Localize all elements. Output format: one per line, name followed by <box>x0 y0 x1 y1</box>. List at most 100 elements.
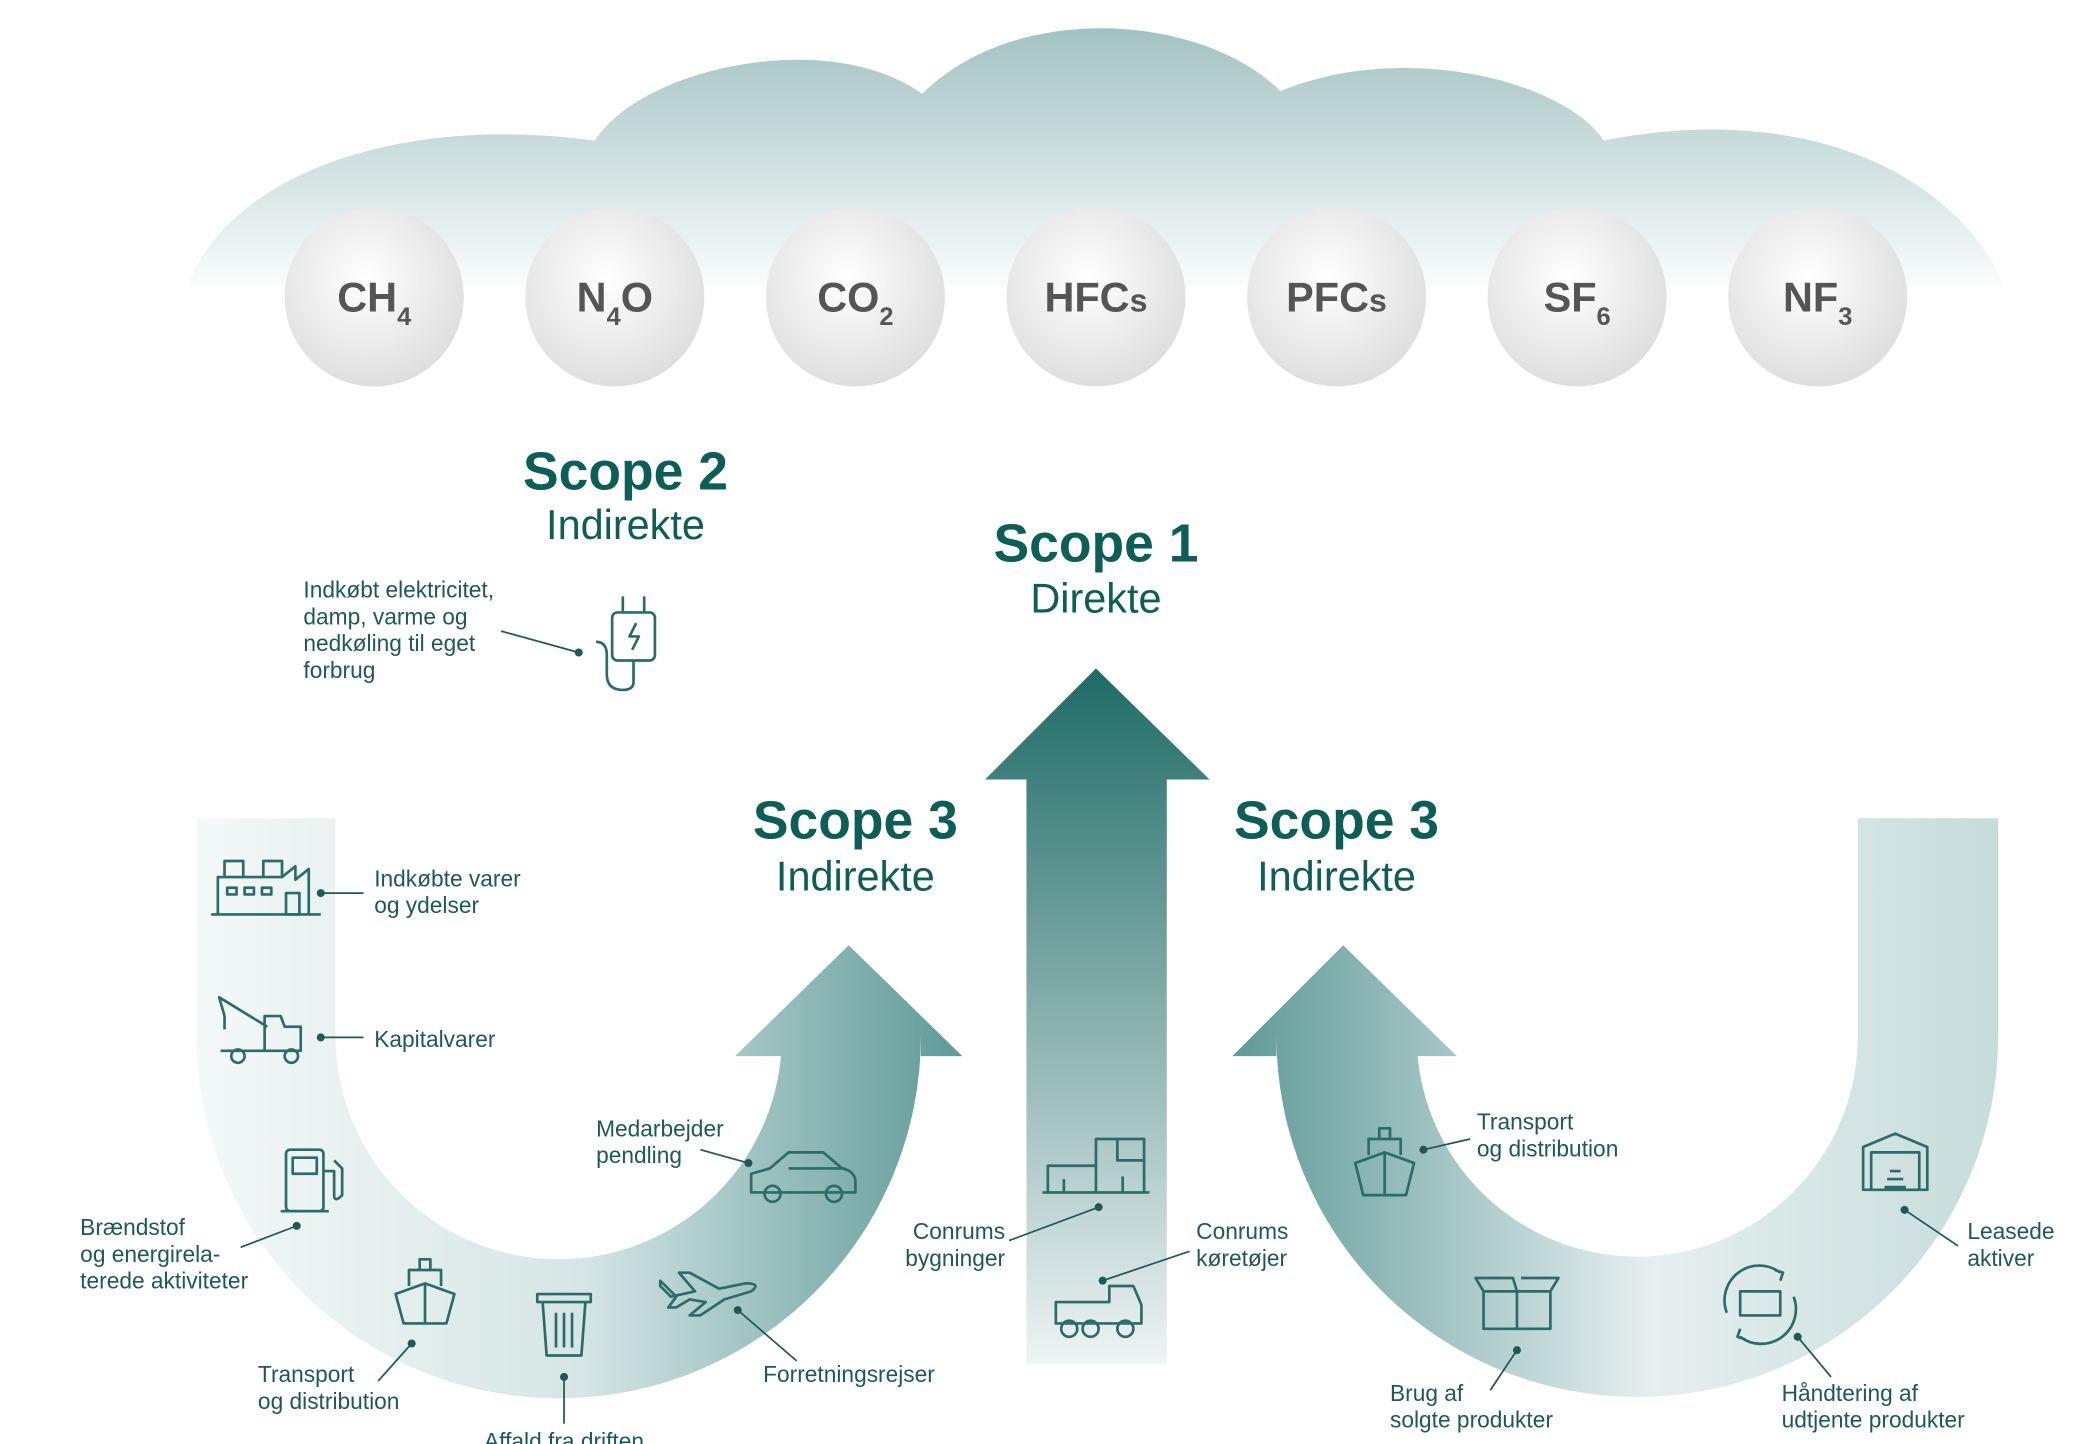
gas-subscript: 2 <box>879 303 893 331</box>
item-label: Leasede <box>1967 1218 2054 1244</box>
leader-line <box>240 1225 298 1249</box>
leader-dot <box>560 1372 569 1381</box>
gas-base: CO <box>817 274 879 321</box>
gas-bubble <box>1487 207 1667 387</box>
item-label: aktiver <box>1967 1245 2034 1271</box>
scope-subtitle: Indirekte <box>546 501 705 548</box>
item-label: Håndtering af <box>1782 1380 1919 1406</box>
item-label: Medarbejder <box>596 1115 724 1141</box>
leader-dot <box>1419 1145 1428 1154</box>
gas-base: N <box>577 274 607 321</box>
plug-icon <box>596 596 657 692</box>
gas-bubble <box>525 207 705 387</box>
gas-label: SF6 <box>1544 274 1611 331</box>
leader-dot <box>744 1159 753 1168</box>
gas-base: SF <box>1544 274 1597 321</box>
leader-line <box>1796 1336 1832 1378</box>
item-label: Conrums <box>1196 1218 1288 1244</box>
leader-dot <box>1094 1203 1103 1212</box>
car-icon <box>749 1151 857 1204</box>
gas-tail: O <box>621 274 653 321</box>
leader-dot <box>574 648 583 657</box>
gas-bubble <box>1246 207 1427 387</box>
item-label: Conrums <box>913 1218 1005 1244</box>
gas-subscript: 3 <box>1838 303 1852 331</box>
scope-title: Scope 2 <box>523 442 728 501</box>
leader-line <box>1904 1209 1959 1247</box>
leader-line <box>1489 1349 1518 1391</box>
item-label: og distribution <box>1477 1135 1618 1161</box>
factory-icon <box>211 859 321 916</box>
item-label: Transport <box>258 1361 355 1387</box>
item-label: udtjente produkter <box>1782 1407 1966 1433</box>
gas-base: CH <box>337 274 397 321</box>
leader-line <box>737 1309 798 1362</box>
item-label: forbrug <box>303 657 375 683</box>
item-label: Forretningsrejser <box>763 1361 935 1387</box>
leader-dot <box>1900 1205 1909 1214</box>
leader-line <box>700 1148 749 1164</box>
leader-dot <box>316 889 325 898</box>
gas-label: CO2 <box>817 274 893 331</box>
leader-dot <box>1098 1276 1107 1285</box>
leader-line <box>377 1342 413 1382</box>
scope1-arrow <box>985 668 1210 1364</box>
gas-small: s <box>1130 283 1148 319</box>
gas-subscript: 4 <box>397 303 411 331</box>
gas-base: NF <box>1783 274 1838 321</box>
gas-bubble <box>1006 207 1186 387</box>
item-label: Brug af <box>1390 1380 1464 1406</box>
item-label: og energirela- <box>80 1241 220 1267</box>
truck-icon <box>1054 1284 1143 1339</box>
fuel-icon <box>280 1148 344 1213</box>
gas-small: s <box>1369 283 1387 319</box>
item-label: og ydelser <box>374 892 479 918</box>
leader-line <box>500 630 579 654</box>
leader-line <box>1102 1250 1190 1282</box>
box-icon <box>1474 1276 1560 1331</box>
item-label: Transport <box>1477 1109 1574 1135</box>
scope-title: Scope 3 <box>753 791 958 850</box>
warehouse-icon <box>1861 1132 1929 1192</box>
gases: CH4 N4O CO2 HFCs PFCs SF6 NF3 <box>284 207 1908 387</box>
leader-dot <box>292 1221 301 1230</box>
leader-dot <box>1793 1332 1802 1341</box>
ship-icon <box>1353 1126 1416 1197</box>
gas-subscript: 6 <box>1597 303 1611 331</box>
leader-dot <box>316 1033 325 1042</box>
leader-line <box>1423 1138 1471 1151</box>
item-label: Brændstof <box>80 1214 185 1240</box>
gas-base: HFC <box>1044 274 1129 321</box>
icons <box>211 596 1929 1357</box>
gas-label: CH4 <box>337 274 411 331</box>
gas-subscript: 4 <box>607 303 621 331</box>
downstream-arrow <box>1232 818 1999 1397</box>
buildings-icon <box>1042 1137 1150 1194</box>
leader-dot <box>733 1306 742 1315</box>
gas-label: N4O <box>577 274 653 331</box>
item-label: Indkøbte varer <box>374 865 521 891</box>
leader-line <box>1008 1206 1099 1242</box>
item-label: solgte produkter <box>1390 1407 1553 1433</box>
scope-subtitle: Indirekte <box>776 852 935 899</box>
gas-label: PFCs <box>1286 274 1387 321</box>
ship-icon <box>394 1257 456 1325</box>
leader-dot <box>407 1339 416 1348</box>
plane-icon <box>658 1271 757 1317</box>
scope-subtitle: Indirekte <box>1257 852 1416 899</box>
item-label: bygninger <box>905 1245 1005 1271</box>
bin-icon <box>535 1292 593 1357</box>
crane-icon <box>217 995 303 1065</box>
scope-subtitle: Direkte <box>1030 574 1161 621</box>
gas-bubble <box>765 207 945 387</box>
labels: Indkøbt elektricitet,damp, varme ognedkø… <box>80 577 2054 1444</box>
gas-label: HFCs <box>1044 274 1147 321</box>
gas-label: NF3 <box>1783 274 1852 331</box>
item-label: pendling <box>596 1142 682 1168</box>
leader-dot <box>1512 1346 1521 1355</box>
item-label: nedkøling til eget <box>303 630 475 656</box>
recycle-icon <box>1723 1264 1798 1346</box>
item-label: Indkøbt elektricitet, <box>303 577 494 603</box>
item-label: Affald fra driften <box>484 1428 644 1444</box>
